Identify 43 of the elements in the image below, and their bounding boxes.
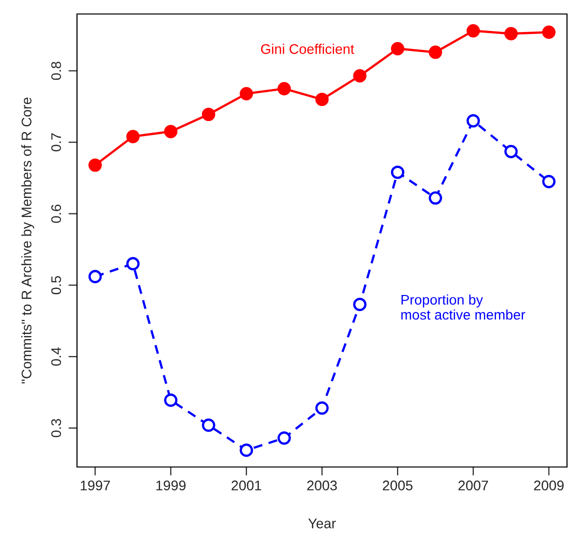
y-tick-label: 0.3 <box>51 419 62 438</box>
y-axis-title: "Commits" to R Archive by Members of R Core <box>21 98 34 384</box>
point <box>428 191 442 205</box>
point <box>240 444 254 457</box>
point <box>542 174 556 188</box>
x-tick-label: 2009 <box>534 480 564 490</box>
point <box>315 92 329 106</box>
x-tick-label: 1997 <box>80 480 110 490</box>
y-tick-label: 0.6 <box>51 204 62 223</box>
x-tick-label: 2007 <box>458 480 488 490</box>
point <box>278 431 291 445</box>
point <box>542 26 556 39</box>
y-tick-label: 0.8 <box>51 62 62 80</box>
point <box>88 270 102 284</box>
point <box>126 257 140 270</box>
point <box>315 401 329 415</box>
point <box>278 82 291 96</box>
point <box>353 298 366 312</box>
point <box>164 124 178 138</box>
x-tick-label: 1999 <box>156 480 186 490</box>
point <box>164 394 178 407</box>
point <box>466 24 480 38</box>
x-tick-label: 2001 <box>232 480 262 490</box>
point <box>390 166 404 179</box>
series-label: Gini Coefficient <box>261 44 354 54</box>
y-tick-label: 0.4 <box>51 347 62 366</box>
point <box>390 42 404 56</box>
point <box>428 46 442 59</box>
point <box>504 26 518 40</box>
x-tick-label: 2003 <box>307 480 337 490</box>
point <box>240 87 254 100</box>
point <box>466 114 480 128</box>
x-axis-title: Year <box>308 518 336 528</box>
y-tick-label: 0.7 <box>51 133 62 152</box>
text: Proportion by most active member <box>401 294 526 320</box>
y-tick-label: 0.5 <box>51 276 62 294</box>
point <box>126 130 140 144</box>
x-tick-label: 2005 <box>382 480 412 490</box>
point <box>88 158 102 172</box>
point <box>202 418 216 432</box>
point <box>353 69 366 82</box>
point <box>202 108 216 122</box>
point <box>504 144 518 158</box>
